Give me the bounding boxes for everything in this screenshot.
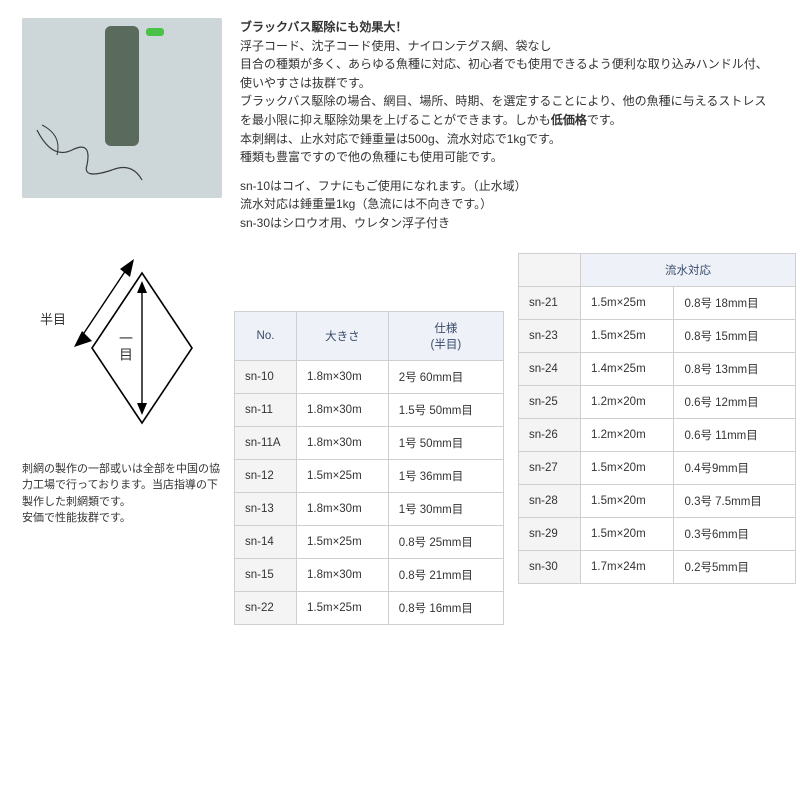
spec-cell: 1.7m×24m (581, 550, 674, 583)
table-row: sn-231.5m×25m0.8号 15mm目 (519, 319, 796, 352)
table-row: sn-151.8m×30m0.8号 21mm目 (235, 558, 504, 591)
table-row: sn-141.5m×25m0.8号 25mm目 (235, 525, 504, 558)
table-row: sn-221.5m×25m0.8号 16mm目 (235, 591, 504, 624)
spec-cell: 1.4m×25m (581, 352, 674, 385)
spec-cell: 1号 50mm目 (388, 426, 503, 459)
spec-cell: 1.5m×25m (297, 459, 389, 492)
table-row: sn-101.8m×30m2号 60mm目 (235, 360, 504, 393)
spec-cell: 0.6号 12mm目 (674, 385, 796, 418)
model-cell: sn-22 (235, 591, 297, 624)
model-cell: sn-12 (235, 459, 297, 492)
spec-cell: 1.5m×25m (581, 319, 674, 352)
table-row: sn-281.5m×20m0.3号 7.5mm目 (519, 484, 796, 517)
spec-cell: 1.2m×20m (581, 385, 674, 418)
spec-cell: 1.8m×30m (297, 360, 389, 393)
net-handle-shape (146, 28, 164, 36)
spec-cell: 1.8m×30m (297, 393, 389, 426)
spec-cell: 0.6号 11mm目 (674, 418, 796, 451)
spec-cell: 1号 30mm目 (388, 492, 503, 525)
table-row: sn-121.5m×25m1号 36mm目 (235, 459, 504, 492)
spec-cell: 0.8号 15mm目 (674, 319, 796, 352)
mesh-diagram: 半目 一目 (22, 253, 222, 443)
table-row: sn-241.4m×25m0.8号 13mm目 (519, 352, 796, 385)
table-row: sn-131.8m×30m1号 30mm目 (235, 492, 504, 525)
t1-h0: No. (235, 311, 297, 360)
spec-table-stillwater: No. 大きさ 仕様(半目) sn-101.8m×30m2号 60mm目sn-1… (234, 311, 504, 625)
t1-h1: 大きさ (297, 311, 389, 360)
t2-flow-header: 流水対応 (581, 253, 796, 286)
table-row: sn-211.5m×25m0.8号 18mm目 (519, 286, 796, 319)
manufacture-note: 刺網の製作の一部或いは全部を中国の協力工場で行っております。当店指導の下製作した… (22, 461, 222, 527)
model-cell: sn-21 (519, 286, 581, 319)
spec-cell: 1.5m×20m (581, 517, 674, 550)
model-cell: sn-26 (519, 418, 581, 451)
spec-table-flow: 流水対応 sn-211.5m×25m0.8号 18mm目sn-231.5m×25… (518, 253, 796, 584)
table-row: sn-261.2m×20m0.6号 11mm目 (519, 418, 796, 451)
spec-cell: 0.8号 21mm目 (388, 558, 503, 591)
spec-cell: 0.8号 18mm目 (674, 286, 796, 319)
table-row: sn-11A1.8m×30m1号 50mm目 (235, 426, 504, 459)
table-row: sn-291.5m×20m0.3号6mm目 (519, 517, 796, 550)
t1-h2: 仕様(半目) (388, 311, 503, 360)
table-row: sn-271.5m×20m0.4号9mm目 (519, 451, 796, 484)
spec-cell: 0.8号 25mm目 (388, 525, 503, 558)
model-cell: sn-14 (235, 525, 297, 558)
label-half: 半目 (40, 309, 66, 328)
spec-cell: 1.5m×25m (297, 525, 389, 558)
model-cell: sn-29 (519, 517, 581, 550)
spec-cell: 1.2m×20m (581, 418, 674, 451)
spec-cell: 1.5m×20m (581, 451, 674, 484)
low-price: 低価格 (551, 113, 587, 127)
label-full: 一目 (116, 331, 136, 363)
spec-cell: 0.8号 16mm目 (388, 591, 503, 624)
product-photo (22, 18, 222, 198)
spec-cell: 2号 60mm目 (388, 360, 503, 393)
desc-para1: 浮子コード、沈子コード使用、ナイロンテグス網、袋なし目合の種類が多く、あらゆる魚… (240, 39, 768, 127)
table-row: sn-251.2m×20m0.6号 12mm目 (519, 385, 796, 418)
model-cell: sn-27 (519, 451, 581, 484)
spec-cell: 0.2号5mm目 (674, 550, 796, 583)
model-cell: sn-25 (519, 385, 581, 418)
model-cell: sn-23 (519, 319, 581, 352)
spec-cell: 0.4号9mm目 (674, 451, 796, 484)
desc-para2: sn-10はコイ、フナにもご使用になれます。（止水域）流水対応は錘重量1kg（急… (240, 177, 778, 233)
table-row: sn-111.8m×30m1.5号 50mm目 (235, 393, 504, 426)
spec-cell: 1.5号 50mm目 (388, 393, 503, 426)
spec-cell: 1.5m×25m (297, 591, 389, 624)
description-block: ブラックバス駆除にも効果大！ 浮子コード、沈子コード使用、ナイロンテグス網、袋な… (240, 18, 778, 243)
net-string-shape (32, 120, 152, 190)
spec-cell: 1.8m×30m (297, 426, 389, 459)
spec-cell: 1.5m×20m (581, 484, 674, 517)
spec-cell: 1号 36mm目 (388, 459, 503, 492)
model-cell: sn-15 (235, 558, 297, 591)
spec-cell: 1.8m×30m (297, 492, 389, 525)
table-row: sn-301.7m×24m0.2号5mm目 (519, 550, 796, 583)
spec-cell: 0.3号 7.5mm目 (674, 484, 796, 517)
model-cell: sn-10 (235, 360, 297, 393)
model-cell: sn-11 (235, 393, 297, 426)
spec-cell: 1.5m×25m (581, 286, 674, 319)
spec-cell: 0.8号 13mm目 (674, 352, 796, 385)
model-cell: sn-28 (519, 484, 581, 517)
spec-cell: 0.3号6mm目 (674, 517, 796, 550)
headline: ブラックバス駆除にも効果大！ (240, 20, 407, 34)
model-cell: sn-30 (519, 550, 581, 583)
spec-cell: 1.8m×30m (297, 558, 389, 591)
t2-blank (519, 253, 581, 286)
model-cell: sn-13 (235, 492, 297, 525)
model-cell: sn-24 (519, 352, 581, 385)
model-cell: sn-11A (235, 426, 297, 459)
